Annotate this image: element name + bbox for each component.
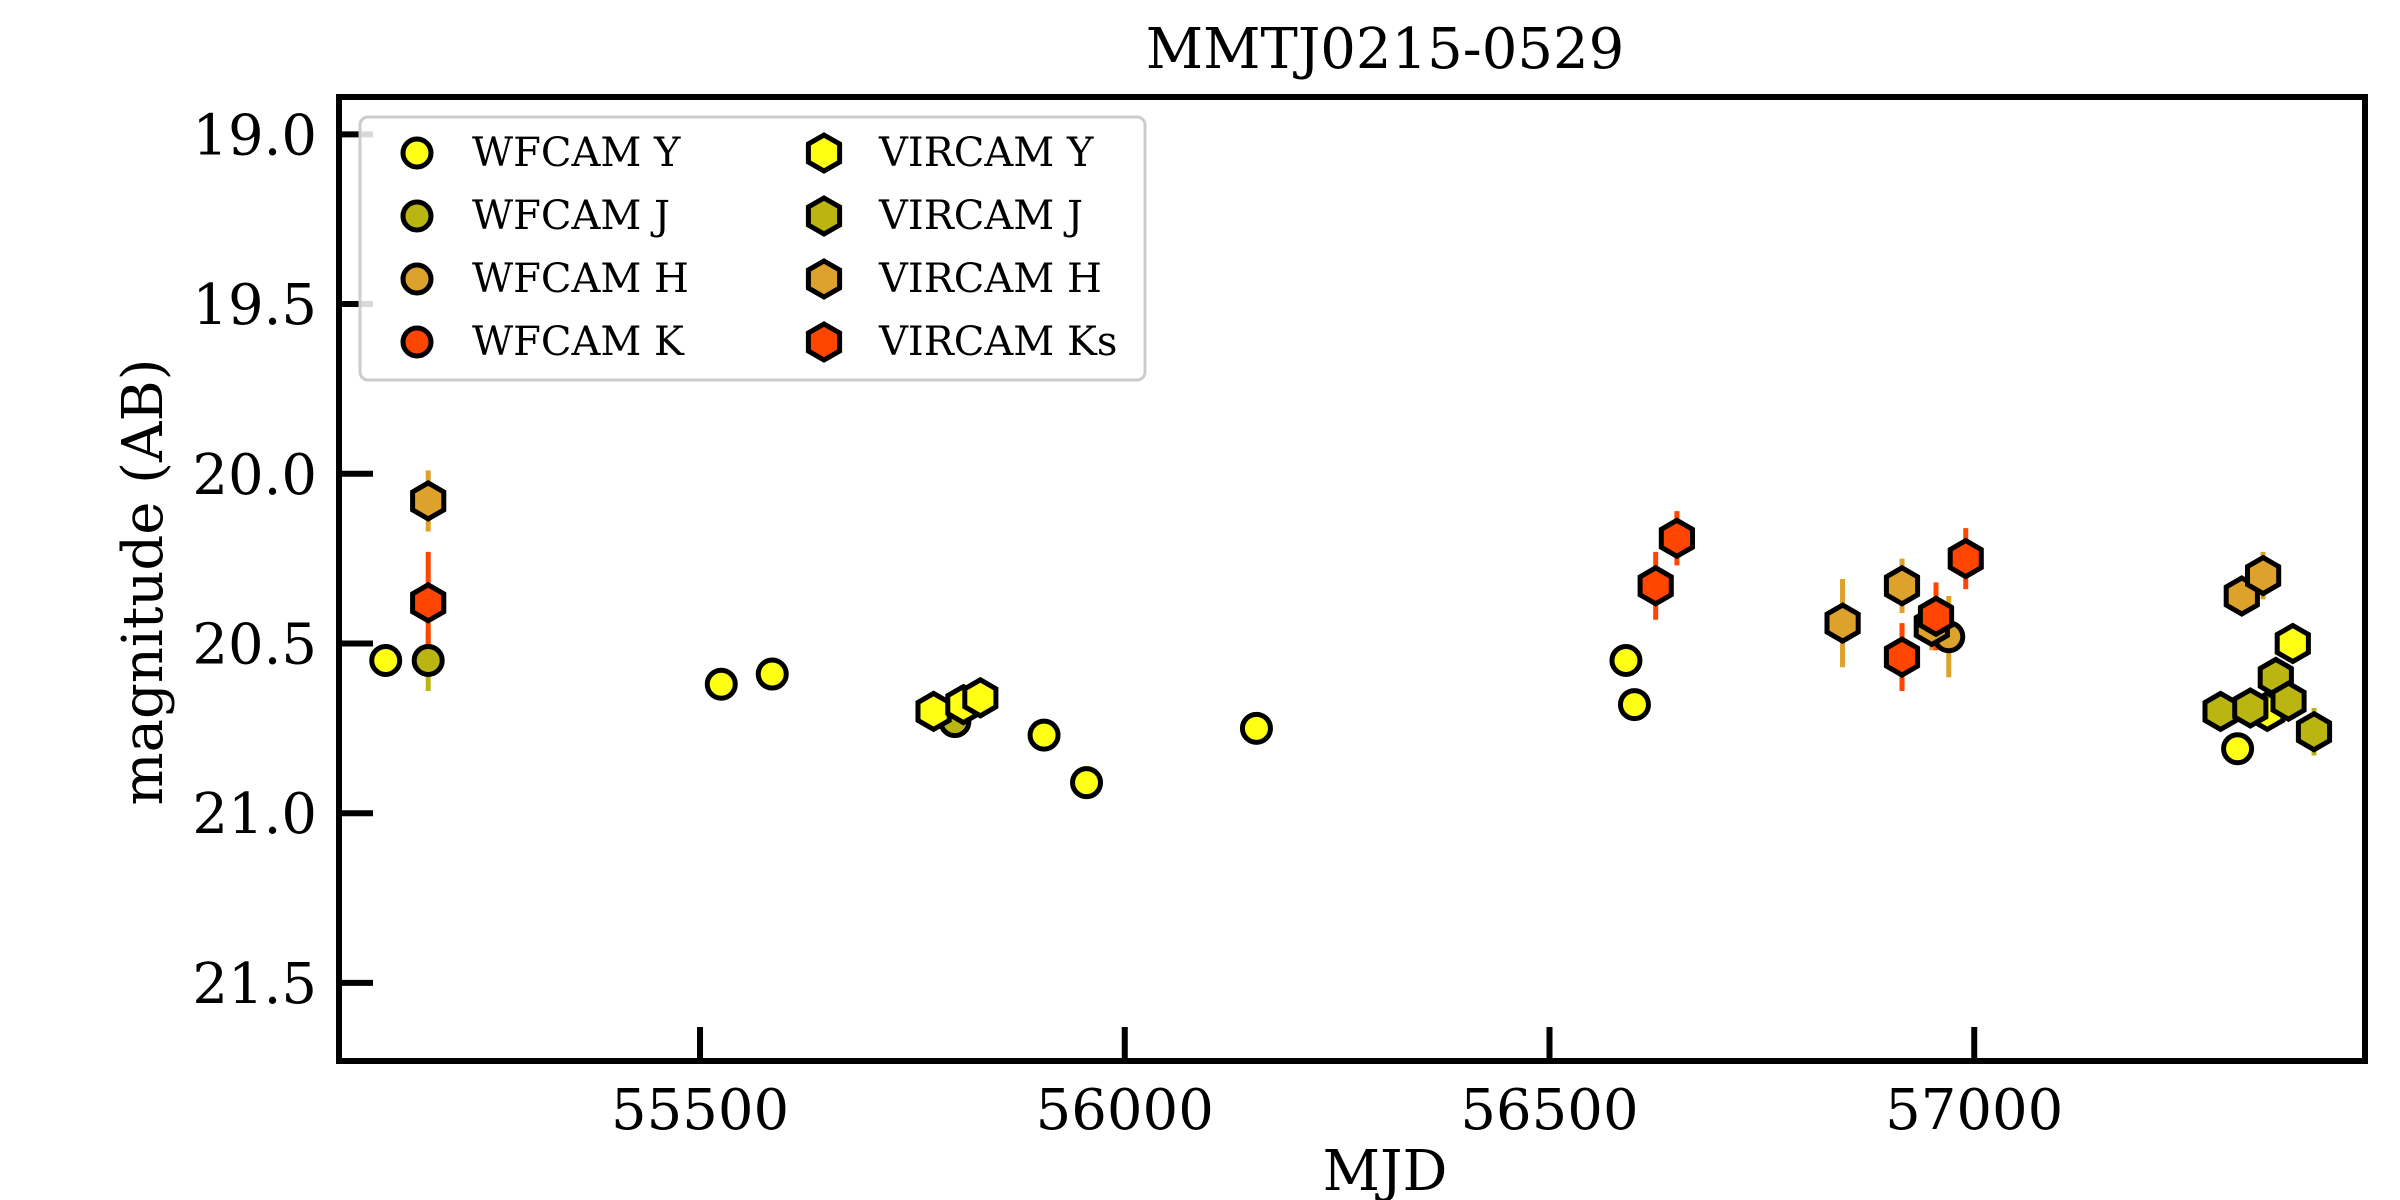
- data-point: [2274, 622, 2311, 665]
- legend-label: WFCAM Y: [472, 130, 681, 176]
- legend-marker: [805, 195, 843, 237]
- data-point: [1824, 602, 1861, 644]
- data-point: [2202, 690, 2239, 733]
- data-point: [1070, 766, 1104, 800]
- legend-marker: [400, 136, 434, 170]
- y-tick-label: 20.0: [192, 443, 317, 508]
- legend-marker: [400, 262, 434, 296]
- axis-ticks: 55500 56000 56500 57000 19.0 19.5 20.0 20.5 21.0…: [192, 103, 2063, 1143]
- data-point: [2270, 680, 2307, 723]
- data-point: [2232, 687, 2269, 729]
- y-tick-label: 21.5: [192, 952, 317, 1017]
- x-tick-label: 57000: [1885, 1078, 2063, 1143]
- legend-label: VIRCAM Y: [878, 130, 1094, 176]
- data-point: [369, 643, 403, 677]
- legend-marker: [805, 258, 843, 300]
- legend-label: VIRCAM H: [878, 256, 1102, 302]
- data-point: [1027, 718, 1061, 752]
- legend-label: WFCAM H: [472, 256, 689, 302]
- y-axis-label: magnitude (AB): [111, 359, 176, 806]
- data-point: [1658, 517, 1695, 560]
- x-tick-label: 56000: [1036, 1078, 1214, 1143]
- legend: WFCAM Y WFCAM J WFCAM H WFCAM K VIRCAM Y VIRC…: [358, 115, 1147, 382]
- legend-marker: [805, 321, 843, 363]
- legend-label: WFCAM J: [472, 193, 670, 239]
- plot-frame: [336, 94, 2368, 1064]
- data-point: [2221, 732, 2255, 766]
- y-tick-label: 21.0: [192, 782, 317, 847]
- data-point: [1883, 636, 1921, 678]
- data-point: [1239, 711, 1273, 745]
- data-point: [410, 581, 447, 624]
- y-tick-label: 19.0: [192, 103, 317, 168]
- legend-label: WFCAM K: [472, 319, 685, 365]
- y-tick-label: 20.5: [192, 612, 317, 677]
- chart-title: MMTJ0215-0529: [1146, 17, 1624, 82]
- legend-marker: [400, 325, 434, 359]
- data-point: [915, 690, 952, 733]
- legend-marker: [400, 199, 434, 233]
- data-point: [755, 657, 789, 691]
- data-point: [1883, 564, 1921, 607]
- plot-area: [369, 470, 2333, 800]
- data-point: [1617, 688, 1651, 722]
- data-point: [1947, 537, 1984, 580]
- data-point: [1637, 564, 1674, 607]
- x-tick-label: 55500: [611, 1078, 789, 1143]
- legend-box: [358, 115, 1147, 382]
- legend-marker: [805, 132, 843, 174]
- data-point: [2295, 710, 2333, 753]
- legend-label: VIRCAM Ks: [878, 319, 1117, 365]
- y-tick-label: 19.5: [192, 273, 317, 338]
- x-tick-label: 56500: [1460, 1078, 1638, 1143]
- x-axis-label: MJD: [1323, 1139, 1448, 1200]
- data-point: [410, 480, 447, 522]
- data-point: [2245, 554, 2282, 597]
- data-point: [411, 643, 445, 677]
- data-point: [1609, 643, 1643, 677]
- data-point: [1917, 595, 1955, 638]
- legend-label: VIRCAM J: [878, 193, 1083, 239]
- data-point: [962, 676, 999, 719]
- data-point: [704, 667, 738, 701]
